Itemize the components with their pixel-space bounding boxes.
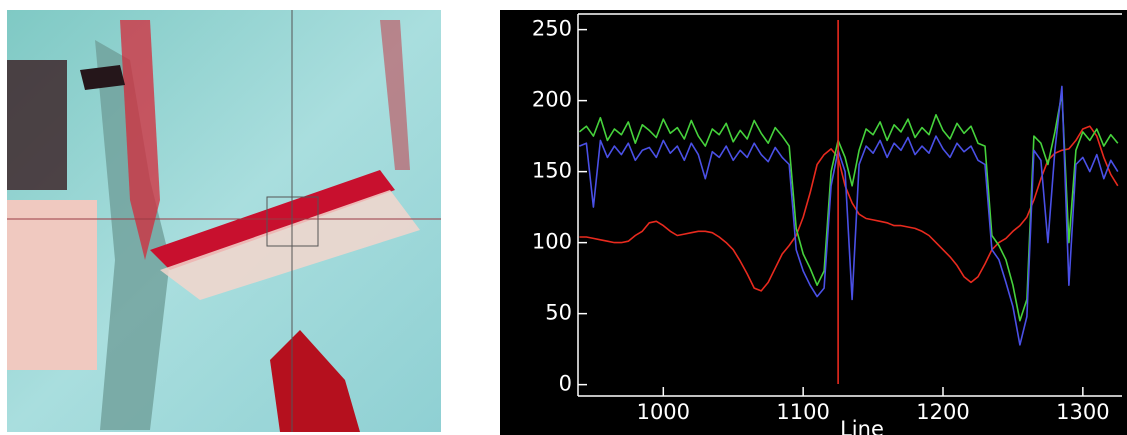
plot: 0 50 100 150 200 250 1000 1100 1200 1300 Line — [532, 13, 1122, 435]
plot-window — [500, 10, 1127, 435]
red-strip — [120, 20, 160, 260]
series-line — [579, 125, 1119, 292]
road — [380, 20, 410, 170]
shadow — [80, 65, 125, 90]
y-tick-label: 100 — [532, 230, 572, 254]
x-tick-label: 1100 — [776, 400, 829, 424]
y-tick-label: 50 — [545, 301, 572, 325]
series-line — [579, 85, 1119, 346]
zoom-box — [266, 196, 319, 247]
y-tick-label: 150 — [532, 159, 572, 183]
dark-patch — [7, 60, 67, 190]
x-tick-label: 1300 — [1056, 400, 1109, 424]
bright-patch — [7, 200, 97, 370]
x-tick-label: 1000 — [637, 400, 690, 424]
y-tick-label: 250 — [532, 17, 572, 41]
x-tick-label: 1200 — [916, 400, 969, 424]
satellite-image — [7, 10, 441, 432]
ridge — [95, 40, 170, 430]
red-channel — [150, 170, 395, 270]
x-axis-label: Line — [840, 417, 884, 435]
y-tick-label: 0 — [559, 372, 572, 396]
bright-band — [160, 190, 420, 300]
y-tick-label: 200 — [532, 88, 572, 112]
